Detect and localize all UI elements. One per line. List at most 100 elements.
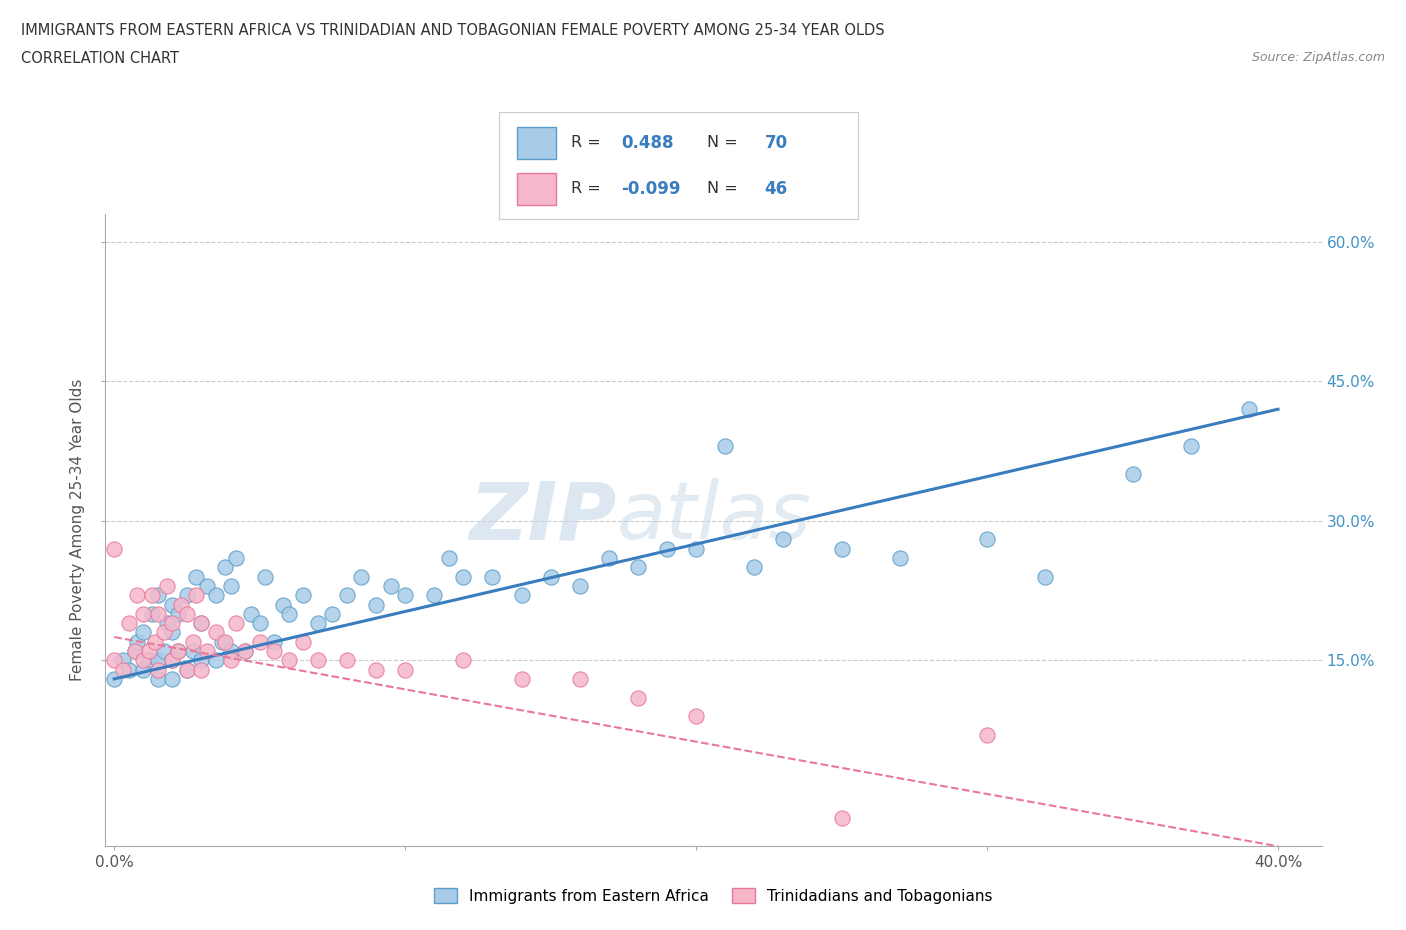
Point (195, 578, 218, 593)
Point (146, 606, 169, 621)
Point (655, 541, 678, 556)
Point (141, 606, 163, 621)
Point (124, 644, 146, 658)
Point (211, 634, 233, 649)
Point (350, 569, 373, 584)
Text: atlas: atlas (616, 478, 811, 556)
Point (111, 662, 134, 677)
Point (481, 569, 503, 584)
Point (190, 616, 212, 631)
Point (772, 532, 794, 547)
Point (167, 606, 190, 621)
Point (714, 439, 737, 454)
Text: R =: R = (571, 181, 606, 196)
Point (195, 644, 218, 658)
Text: 70: 70 (765, 134, 787, 152)
Point (263, 644, 285, 658)
Point (453, 653, 475, 668)
Point (277, 653, 299, 668)
Point (162, 671, 184, 686)
Point (423, 588, 446, 603)
Point (364, 597, 387, 612)
Point (162, 597, 184, 612)
Point (162, 653, 184, 668)
Point (510, 588, 533, 603)
FancyBboxPatch shape (517, 126, 557, 159)
Point (184, 588, 207, 603)
Point (184, 569, 207, 584)
Point (167, 644, 190, 658)
Point (254, 569, 277, 584)
Point (627, 690, 650, 705)
Text: -0.099: -0.099 (621, 179, 681, 197)
Point (364, 662, 387, 677)
Point (127, 588, 149, 603)
Point (205, 625, 228, 640)
Point (103, 653, 125, 668)
Point (889, 551, 911, 565)
Text: 0.488: 0.488 (621, 134, 673, 152)
Point (307, 616, 329, 631)
Y-axis label: Female Poverty Among 25-34 Year Olds: Female Poverty Among 25-34 Year Olds (70, 379, 86, 682)
Point (394, 588, 416, 603)
Point (219, 644, 242, 658)
Point (233, 644, 256, 658)
Point (118, 616, 141, 631)
Legend: Immigrants from Eastern Africa, Trinidadians and Tobagonians: Immigrants from Eastern Africa, Trinidad… (426, 881, 1001, 911)
Point (336, 653, 359, 668)
Text: N =: N = (707, 135, 742, 150)
Point (453, 569, 475, 584)
Point (292, 588, 315, 603)
Point (132, 653, 155, 668)
Point (321, 606, 343, 621)
Point (176, 662, 198, 677)
Point (742, 560, 765, 575)
Point (152, 644, 174, 658)
Text: N =: N = (707, 181, 742, 196)
Point (143, 634, 166, 649)
Point (249, 634, 271, 649)
Point (103, 671, 125, 686)
Point (176, 588, 198, 603)
Point (138, 644, 160, 658)
Point (181, 644, 204, 658)
Point (132, 606, 155, 621)
Point (307, 653, 329, 668)
Point (176, 606, 198, 621)
Text: CORRELATION CHART: CORRELATION CHART (21, 51, 179, 66)
Point (132, 662, 155, 677)
Point (540, 569, 562, 584)
Point (271, 597, 294, 612)
Point (162, 653, 184, 668)
Point (111, 653, 134, 668)
Point (162, 616, 184, 631)
Point (627, 560, 650, 575)
Text: ZIP: ZIP (468, 478, 616, 556)
Point (132, 625, 155, 640)
Text: Source: ZipAtlas.com: Source: ZipAtlas.com (1251, 51, 1385, 64)
Point (292, 634, 315, 649)
Point (336, 588, 359, 603)
Point (141, 588, 163, 603)
Point (214, 560, 236, 575)
Point (219, 653, 242, 668)
Point (976, 532, 998, 547)
Point (214, 634, 236, 649)
Point (239, 606, 262, 621)
Point (176, 662, 198, 677)
Point (155, 616, 177, 631)
Point (1180, 439, 1202, 454)
Point (152, 625, 174, 640)
Point (568, 671, 591, 686)
Point (685, 709, 707, 724)
Text: R =: R = (571, 135, 606, 150)
Point (181, 634, 204, 649)
Point (190, 653, 212, 668)
Point (138, 653, 160, 668)
Point (155, 578, 177, 593)
Point (598, 551, 620, 565)
Point (225, 616, 247, 631)
Point (380, 578, 402, 593)
Point (205, 588, 228, 603)
Point (190, 662, 212, 677)
